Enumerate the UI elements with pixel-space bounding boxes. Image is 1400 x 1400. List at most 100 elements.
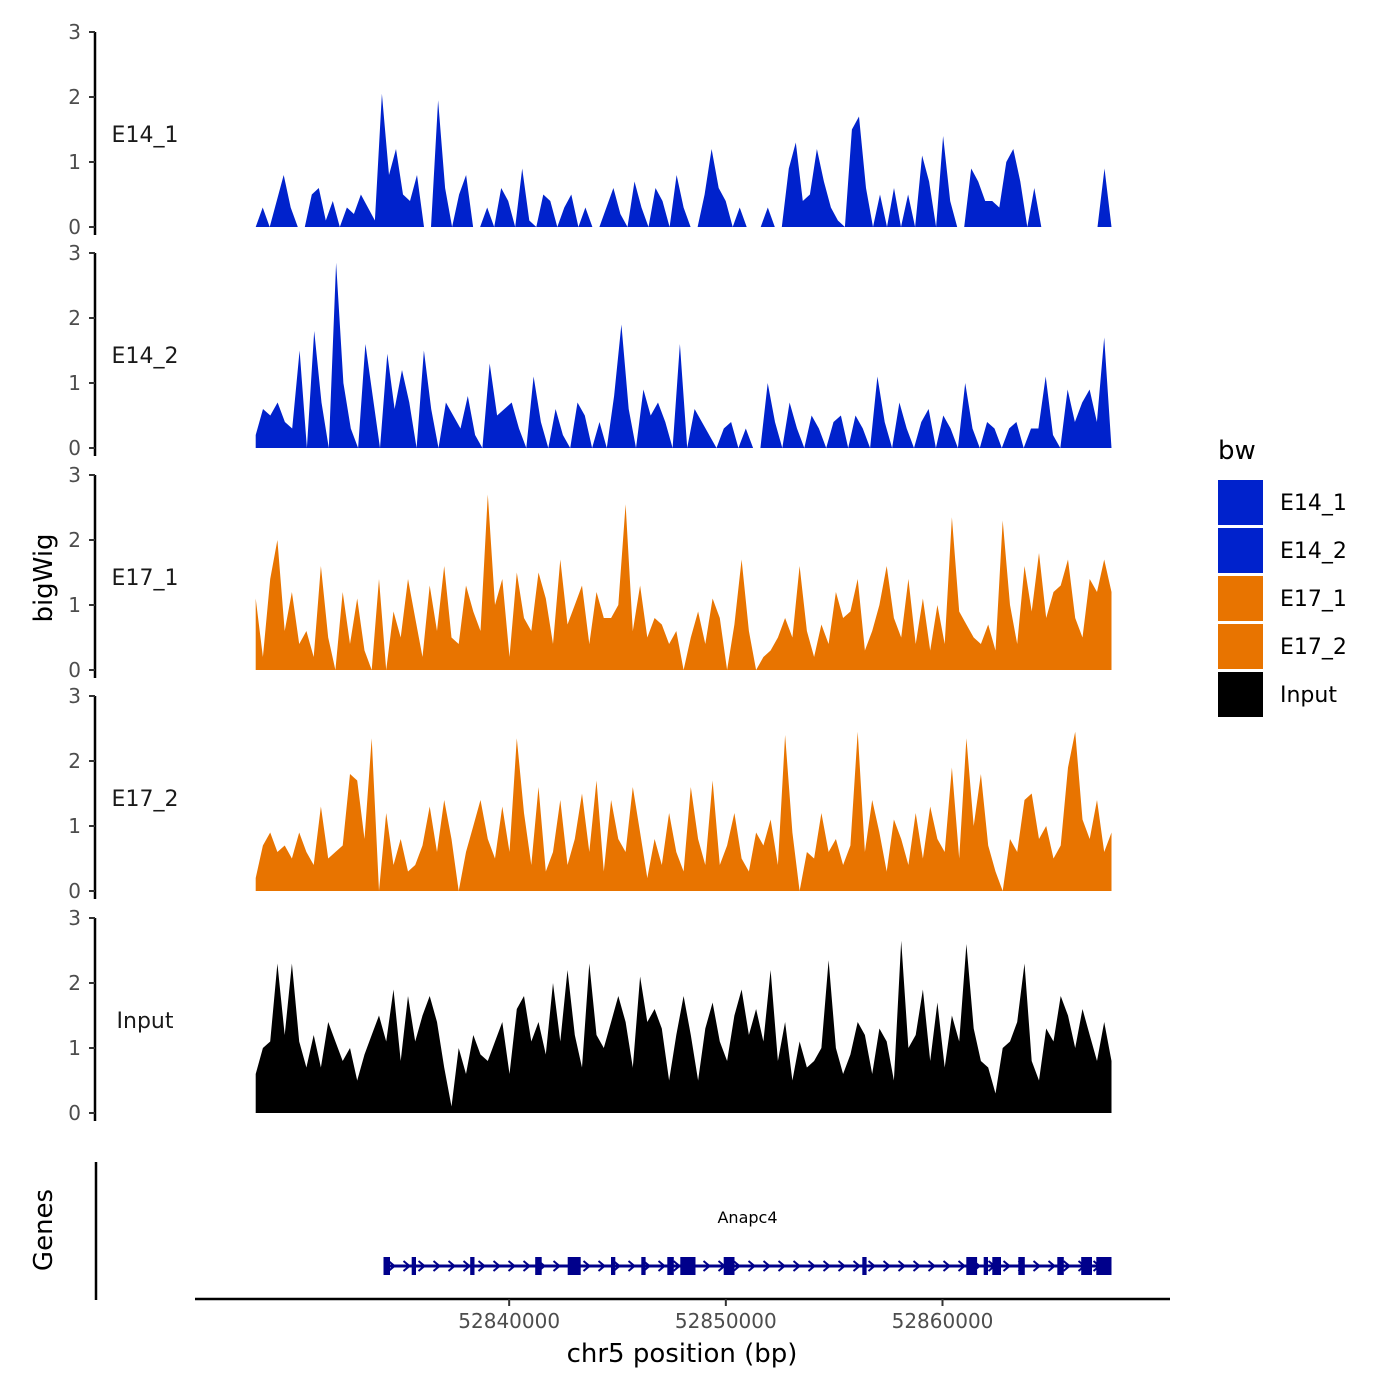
legend-swatch	[1218, 624, 1263, 669]
y-tick-label: 2	[68, 528, 81, 552]
track-E17_1: 0 1 2 3 E17_1	[68, 463, 1112, 682]
exon	[611, 1257, 616, 1275]
strand-arrow	[477, 1260, 487, 1272]
y-tick-label: 3	[68, 20, 81, 44]
y-tick-label: 3	[68, 241, 81, 265]
strand-arrow	[447, 1260, 457, 1272]
legend-title: bw	[1218, 436, 1256, 466]
track-E17_2: 0 1 2 3 E17_2	[68, 684, 1112, 903]
legend-swatch	[1218, 528, 1263, 573]
strand-arrow	[1032, 1260, 1042, 1272]
x-axis-title: chr5 position (bp)	[567, 1339, 798, 1369]
x-axis: 52840000 52850000 52860000 chr5 position (…	[195, 1297, 1170, 1369]
y-tick-label: 1	[68, 150, 81, 174]
y-tick-label: 3	[68, 684, 81, 708]
strand-arrow	[627, 1260, 637, 1272]
strand-arrow	[942, 1260, 952, 1272]
y-tick-label: 1	[68, 814, 81, 838]
strand-arrow	[402, 1260, 412, 1272]
legend-swatch	[1218, 672, 1263, 717]
track-label: Input	[117, 1009, 174, 1034]
legend-label: E17_2	[1280, 635, 1347, 660]
coverage-area-E17_2	[255, 731, 1112, 891]
exon	[1018, 1257, 1025, 1275]
exon	[383, 1257, 390, 1275]
strand-arrow	[792, 1260, 802, 1272]
x-tick-label: 52840000	[458, 1309, 560, 1333]
strand-arrow	[417, 1260, 427, 1272]
genes-panel: Genes Anapc4	[29, 1162, 1112, 1300]
legend-entries: E14_1 E14_2 E17_1 E17_2 Input	[1218, 480, 1347, 717]
strand-arrow	[1047, 1260, 1057, 1272]
track-label: E17_2	[112, 787, 179, 812]
genes-axis-title: Genes	[29, 1189, 59, 1271]
gene-model	[383, 1257, 1112, 1275]
strand-arrow	[807, 1260, 817, 1272]
y-tick-label: 1	[68, 371, 81, 395]
strand-arrow	[1062, 1260, 1072, 1272]
strand-arrow	[672, 1260, 682, 1272]
track-label: E17_1	[112, 566, 179, 591]
strand-arrow	[612, 1260, 622, 1272]
strand-arrow	[822, 1260, 832, 1272]
legend-label: E17_1	[1280, 587, 1347, 612]
strand-arrow	[552, 1260, 562, 1272]
strand-arrow	[867, 1260, 877, 1272]
legend-swatch	[1218, 480, 1263, 525]
strand-arrow	[522, 1260, 532, 1272]
strand-arrow	[837, 1260, 847, 1272]
coverage-area-E14_1	[255, 93, 1112, 227]
exon	[680, 1257, 696, 1275]
legend-label: E14_1	[1280, 491, 1347, 516]
y-tick-label: 2	[68, 306, 81, 330]
legend-label: Input	[1280, 683, 1337, 708]
y-tick-label: 0	[68, 1101, 81, 1125]
strand-arrow	[762, 1260, 772, 1272]
legend: bw E14_1 E14_2 E17_1 E17_2 Input	[1218, 436, 1347, 717]
track-E14_1: 0 1 2 3 E14_1	[68, 20, 1112, 239]
track-label: E14_1	[112, 123, 179, 148]
exon	[411, 1257, 416, 1275]
y-tick-label: 1	[68, 1036, 81, 1060]
strand-arrow	[507, 1260, 517, 1272]
strand-arrow	[492, 1260, 502, 1272]
coverage-tracks: 0 1 2 3 E14_1 0 1 2 3 E14_2 0 1 2 3 E17_1 0 1 2 3 E17_2 0 1 2 3…	[68, 20, 1112, 1125]
exon	[983, 1257, 988, 1275]
y-tick-label: 2	[68, 85, 81, 109]
strand-arrow	[897, 1260, 907, 1272]
y-axis-title: bigWig	[29, 533, 59, 622]
strand-arrow	[927, 1260, 937, 1272]
y-tick-label: 3	[68, 906, 81, 930]
strand-arrow	[957, 1260, 967, 1272]
coverage-area-Input	[255, 940, 1112, 1113]
exon	[862, 1257, 867, 1275]
strand-arrow	[582, 1260, 592, 1272]
gene-name-label: Anapc4	[717, 1208, 777, 1227]
strand-arrow	[912, 1260, 922, 1272]
exon	[1057, 1257, 1064, 1275]
strand-arrow	[777, 1260, 787, 1272]
strand-arrow	[747, 1260, 757, 1272]
exon	[535, 1257, 542, 1275]
exon	[641, 1257, 646, 1275]
y-tick-label: 0	[68, 436, 81, 460]
coverage-area-E17_1	[255, 494, 1112, 670]
track-label: E14_2	[112, 344, 179, 369]
strand-arrow	[387, 1260, 397, 1272]
strand-arrow	[732, 1260, 742, 1272]
exon	[992, 1257, 1001, 1275]
track-Input: 0 1 2 3 Input	[68, 906, 1112, 1125]
exon	[1096, 1257, 1112, 1275]
exon	[1081, 1257, 1092, 1275]
y-tick-label: 1	[68, 593, 81, 617]
strand-arrow	[462, 1260, 472, 1272]
legend-label: E14_2	[1280, 539, 1347, 564]
strand-arrow	[1002, 1260, 1012, 1272]
y-tick-label: 0	[68, 879, 81, 903]
exon	[723, 1257, 735, 1275]
y-tick-label: 3	[68, 463, 81, 487]
strand-arrow	[882, 1260, 892, 1272]
track-E14_2: 0 1 2 3 E14_2	[68, 241, 1112, 460]
strand-arrow	[702, 1260, 712, 1272]
legend-swatch	[1218, 576, 1263, 621]
